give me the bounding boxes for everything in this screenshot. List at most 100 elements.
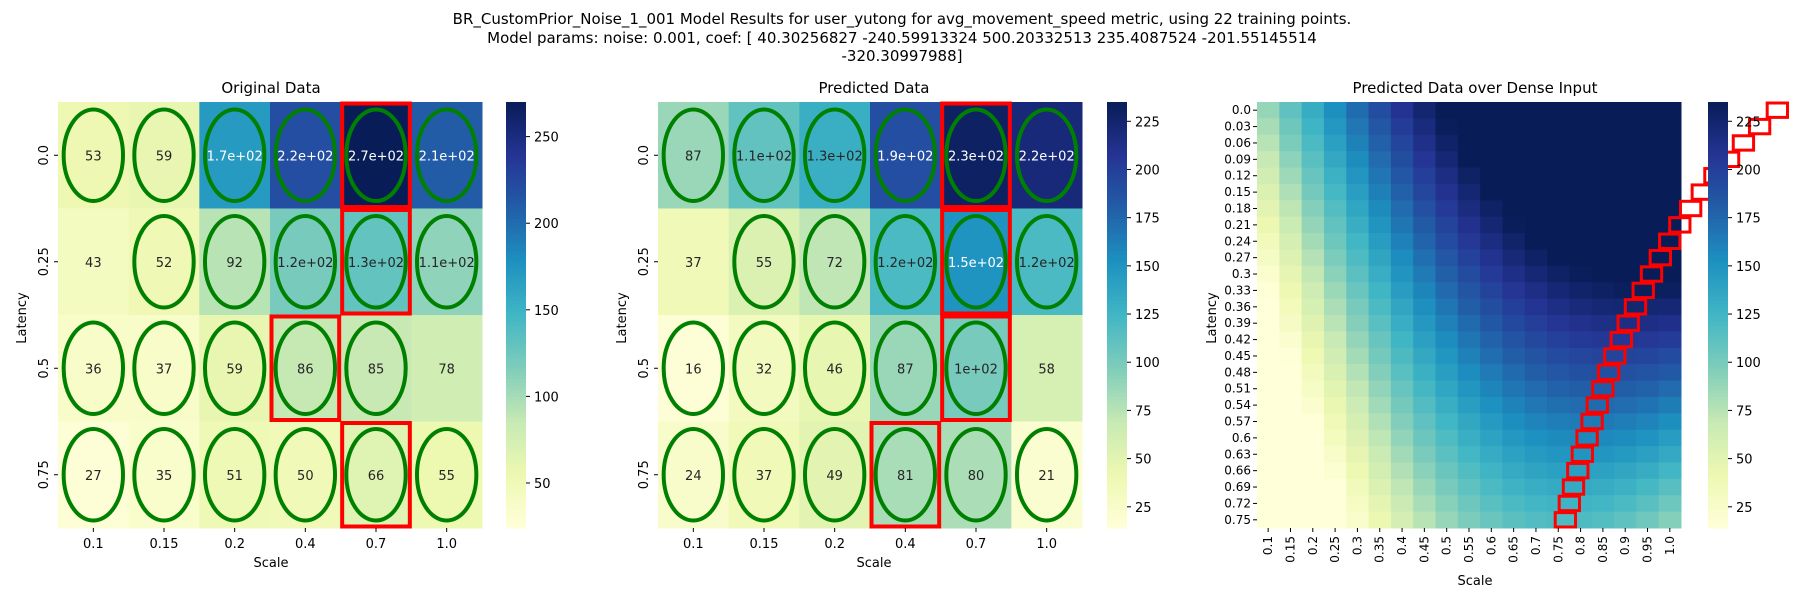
heatmap-cell — [1480, 462, 1503, 480]
heatmap-cell — [658, 102, 730, 209]
colorbar-segment — [1708, 247, 1728, 252]
heatmap-cell — [1301, 331, 1325, 349]
heatmap-cell — [1636, 495, 1660, 513]
colorbar-segment — [1107, 400, 1127, 405]
heatmap-cell — [1368, 364, 1392, 382]
colorbar-segment — [1107, 229, 1127, 234]
x-tick-label: 0.7 — [1529, 536, 1543, 555]
colorbar-segment — [506, 151, 526, 156]
max-highlight-box — [1566, 461, 1590, 480]
heatmap-cell — [128, 208, 200, 316]
colorbar-segment — [506, 407, 526, 412]
ellipse-marker — [661, 320, 726, 417]
colorbar-segment — [1708, 428, 1728, 433]
heatmap-cell — [1301, 478, 1325, 496]
heatmap-cell — [1011, 315, 1083, 422]
heatmap-cell — [1346, 478, 1370, 496]
heatmap-cell — [1390, 364, 1414, 382]
heatmap-cell — [1524, 364, 1548, 382]
y-tick-label: 0.15 — [1224, 185, 1251, 199]
colorbar-segment — [1708, 254, 1728, 259]
y-tick-label: 0.18 — [1224, 202, 1251, 216]
colorbar-segment — [506, 290, 526, 295]
colorbar-segment — [506, 386, 526, 391]
colorbar-segment — [506, 169, 526, 174]
heatmap-cell — [1301, 167, 1325, 185]
colorbar-segment — [1708, 471, 1728, 476]
colorbar-segment — [1107, 201, 1127, 206]
heatmap-cell — [1279, 249, 1303, 267]
heatmap-cell — [1390, 315, 1414, 332]
colorbar-segment — [1107, 396, 1127, 401]
heatmap-cell — [1413, 478, 1437, 496]
ellipse-markers — [661, 107, 1079, 523]
heatmap-cell — [1257, 216, 1280, 234]
colorbar-segment — [506, 293, 526, 298]
heatmap-cell — [1569, 167, 1593, 185]
x-tick-label: 0.1 — [683, 537, 704, 552]
heatmap-cell — [1390, 331, 1414, 349]
ellipse-marker — [873, 320, 938, 417]
heatmap-cell — [1323, 396, 1347, 414]
heatmap-cell — [1457, 151, 1481, 169]
heatmap-cell — [1390, 118, 1414, 136]
heatmap-cell — [1457, 134, 1481, 152]
heatmap-cell — [1524, 429, 1548, 447]
colorbar-segment — [1708, 400, 1728, 405]
colorbar-segment — [506, 109, 526, 114]
y-tick-label: 0.39 — [1224, 316, 1251, 330]
cell-annotation: 50 — [297, 469, 314, 484]
colorbar-segment — [506, 148, 526, 153]
cell-annotation: 1.2e+02 — [277, 256, 333, 271]
heatmap-cell — [1390, 134, 1414, 152]
heatmap-cell — [1457, 298, 1481, 316]
heatmap-cell — [1257, 102, 1280, 119]
heatmap-cell — [1390, 216, 1414, 234]
y-tick-label: 0.0 — [637, 145, 652, 166]
heatmap-cell — [1257, 380, 1280, 398]
heatmap-cell — [1569, 298, 1593, 316]
heatmap-cell — [1413, 102, 1437, 119]
max-highlight-box — [1557, 494, 1581, 513]
colorbar-segment — [506, 190, 526, 195]
heatmap-cell — [1390, 183, 1414, 201]
colorbar-segment — [1708, 119, 1728, 124]
colorbar-segment — [1107, 368, 1127, 373]
heatmap-cell — [1279, 315, 1303, 332]
colorbar-segment — [506, 155, 526, 160]
heatmap-cell — [1457, 249, 1481, 267]
heatmap-cell — [1346, 233, 1370, 250]
heatmap-cell — [1591, 134, 1615, 152]
heatmap-cell — [1502, 298, 1526, 316]
heatmap-cell — [1413, 364, 1437, 382]
colorbar-segment — [1708, 162, 1728, 167]
heatmap-cell — [1346, 167, 1370, 185]
heatmap-cell — [1346, 216, 1370, 234]
colorbar-segment — [506, 268, 526, 273]
y-tick-label: 0.5 — [637, 358, 652, 379]
heatmap-cell — [1502, 380, 1526, 398]
heatmap-cell — [58, 315, 130, 422]
colorbar-segment — [1107, 133, 1127, 139]
heatmap-cell — [870, 102, 942, 209]
heatmap-cell — [1301, 315, 1325, 332]
colorbar-segment — [1708, 368, 1728, 373]
heatmap-cell — [1591, 233, 1615, 250]
heatmap-cell — [1346, 118, 1370, 136]
heatmap-cell — [1279, 495, 1303, 513]
colorbar-segment — [506, 251, 526, 256]
heatmap-cell — [1524, 249, 1548, 267]
colorbar-segment — [506, 460, 526, 465]
heatmap-cell — [1301, 413, 1325, 431]
max-highlight-box — [1678, 199, 1703, 218]
heatmap-cell — [1301, 216, 1325, 234]
heatmap-cell — [1547, 233, 1570, 250]
heatmap-cell — [1323, 216, 1347, 234]
y-tick-label: 0.0 — [1232, 103, 1251, 117]
colorbar-segment — [1708, 421, 1728, 426]
heatmap-cell — [1658, 396, 1682, 414]
heatmap-cell — [1435, 265, 1459, 283]
colorbar-segment — [506, 130, 526, 135]
colorbar-segment — [1708, 275, 1728, 281]
heatmap-cell — [1658, 429, 1682, 447]
